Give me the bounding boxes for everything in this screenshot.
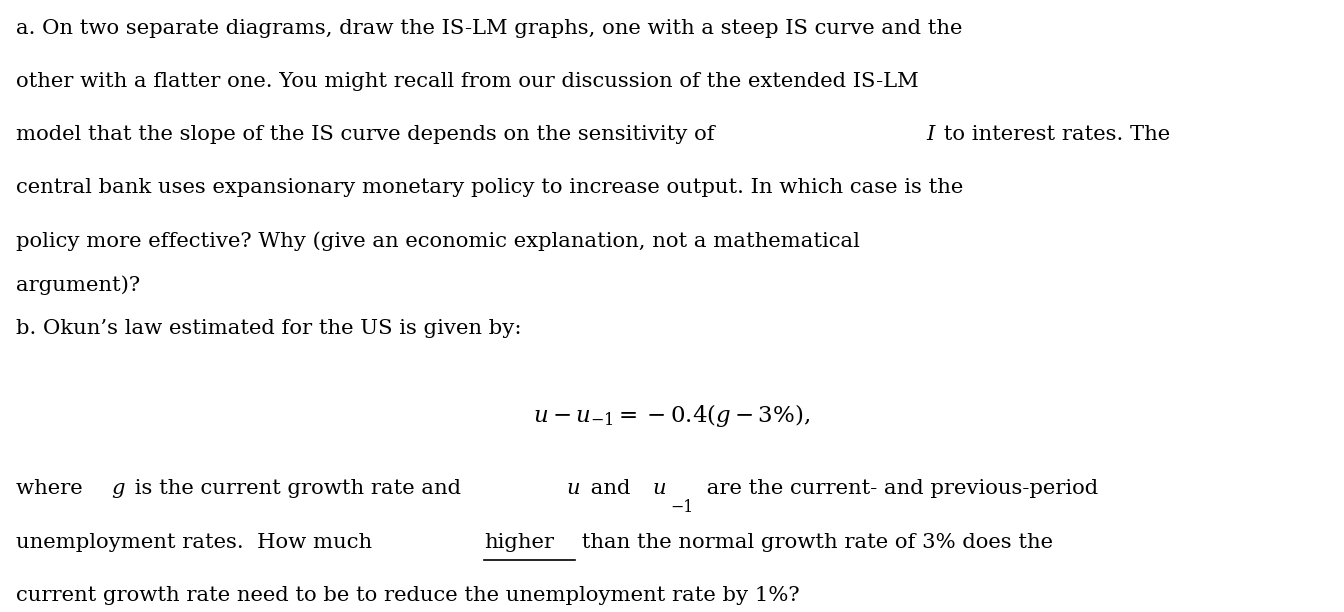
Text: b. Okun’s law estimated for the US is given by:: b. Okun’s law estimated for the US is gi…: [16, 318, 521, 338]
Text: and: and: [585, 479, 637, 499]
Text: g: g: [110, 479, 124, 499]
Text: −1: −1: [671, 499, 694, 516]
Text: unemployment rates.  How much: unemployment rates. How much: [16, 532, 379, 552]
Text: u: u: [653, 479, 667, 499]
Text: is the current growth rate and: is the current growth rate and: [128, 479, 468, 499]
Text: policy more effective? Why (give an economic explanation, not a mathematical: policy more effective? Why (give an econ…: [16, 231, 860, 251]
Text: u: u: [567, 479, 581, 499]
Text: higher: higher: [484, 532, 554, 552]
Text: current growth rate need to be to reduce the unemployment rate by 1%?: current growth rate need to be to reduce…: [16, 586, 800, 605]
Text: argument)?: argument)?: [16, 275, 140, 296]
Text: are the current- and previous-period: are the current- and previous-period: [700, 479, 1098, 499]
Text: to interest rates. The: to interest rates. The: [937, 125, 1171, 144]
Text: where: where: [16, 479, 90, 499]
Text: than the normal growth rate of 3% does the: than the normal growth rate of 3% does t…: [575, 532, 1052, 552]
Text: model that the slope of the IS curve depends on the sensitivity of: model that the slope of the IS curve dep…: [16, 125, 722, 144]
Text: I: I: [926, 125, 934, 144]
Text: $u - u_{-1} = -0.4(g - 3\%),$: $u - u_{-1} = -0.4(g - 3\%),$: [534, 402, 810, 429]
Text: a. On two separate diagrams, draw the IS-LM graphs, one with a steep IS curve an: a. On two separate diagrams, draw the IS…: [16, 18, 962, 38]
Text: central bank uses expansionary monetary policy to increase output. In which case: central bank uses expansionary monetary …: [16, 178, 964, 198]
Text: other with a flatter one. You might recall from our discussion of the extended I: other with a flatter one. You might reca…: [16, 72, 919, 91]
